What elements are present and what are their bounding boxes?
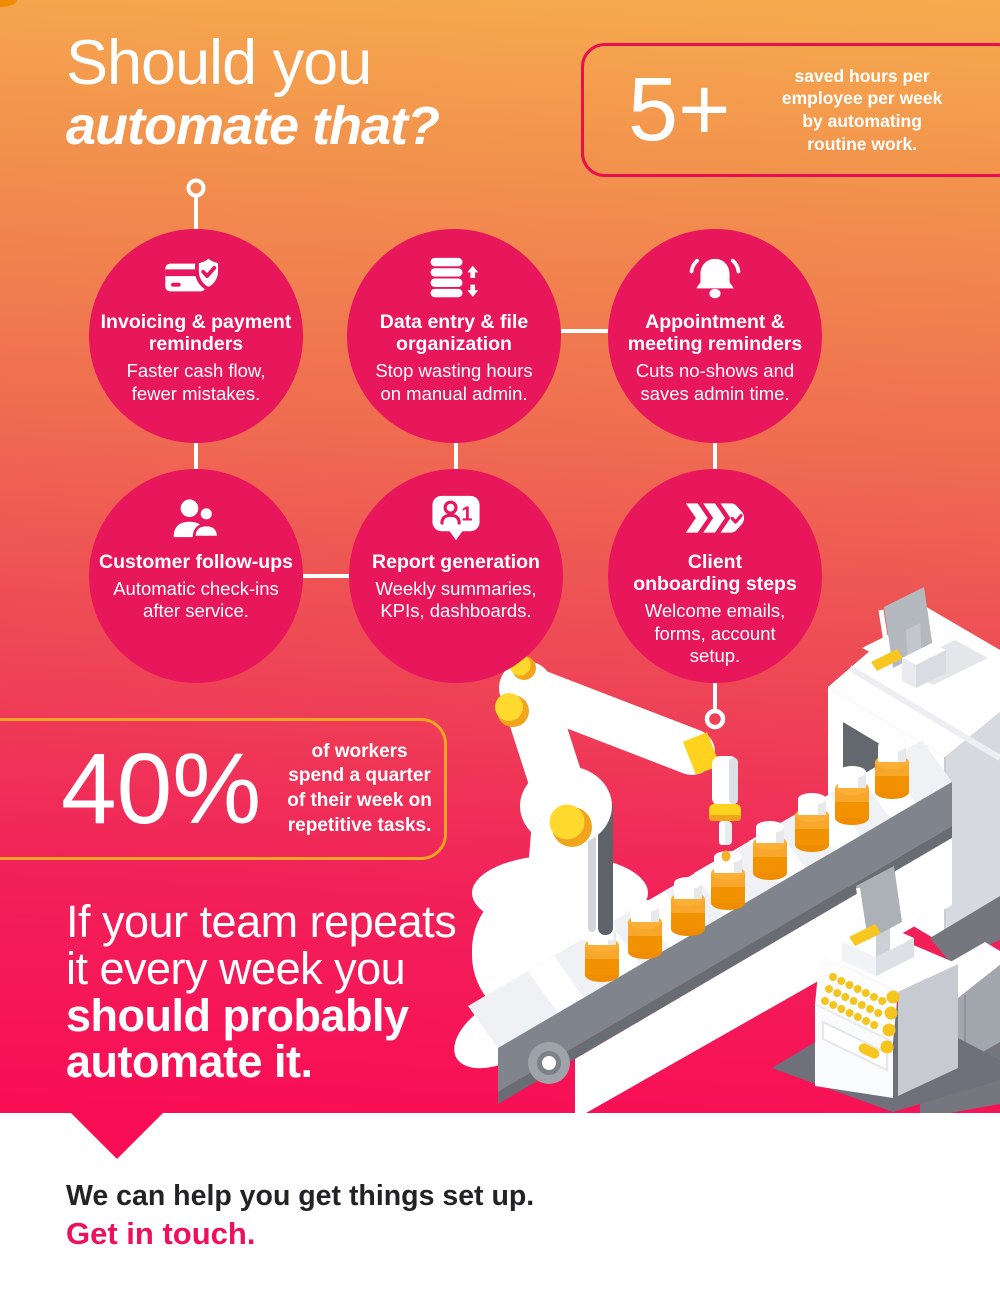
title-bold: automate that? [66,96,440,157]
statement-light: If your team repeats it every week you [66,896,457,994]
bubble-desc: Weekly summaries, KPIs, dashboards. [375,578,537,622]
bubble-desc: Cuts no-shows and saves admin time. [635,360,795,404]
stat-box-saved-hours: 5+ saved hours per employee per week by … [581,43,1000,177]
bubble-reports: 1 Report generation Weekly summaries, KP… [349,469,563,683]
card-shield-check-icon [165,250,227,306]
stat-value: 40% [61,733,262,845]
speech-tail [70,1112,164,1159]
bubble-appointments: Appointment & meeting reminders Cuts no-… [608,229,822,443]
bubble-follow-ups: Customer follow-ups Automatic check-ins … [89,469,303,683]
stat-box-repetitive-tasks: 40% of workers spend a quarter of their … [0,718,447,860]
statement: If your team repeats it every week you s… [66,896,457,1088]
title-light: Should you [66,28,372,98]
bubble-desc: Welcome emails, forms, account setup. [644,600,786,666]
bubble-title: Data entry & file organization [379,311,529,356]
bubble-onboarding: Client onboarding steps Welcome emails, … [608,469,822,683]
bubble-desc: Faster cash flow, fewer mistakes. [126,360,266,404]
bubble-invoicing: Invoicing & payment reminders Faster cas… [89,229,303,443]
svg-text:1: 1 [461,503,472,525]
stat-label: of workers spend a quarter of their week… [287,740,432,836]
statement-bold: should probably automate it. [66,989,409,1088]
bubble-data-entry: Data entry & file organization Stop wast… [347,229,561,443]
bubble-title: Appointment & meeting reminders [627,311,803,356]
footer-text: We can help you get things set up. [66,1180,535,1212]
bubble-title: Report generation [372,551,540,573]
mention-badge-icon: 1 [427,490,485,546]
bubble-title: Invoicing & payment reminders [100,311,292,356]
page-title: Should you automate that? [66,28,440,157]
bubble-title: Client onboarding steps [633,551,797,596]
get-in-touch-link[interactable]: Get in touch. [66,1216,256,1251]
stat-value: 5+ [628,60,731,160]
database-sync-icon [424,250,484,306]
bubble-desc: Automatic check-ins after service. [113,578,279,622]
bell-icon [685,250,745,306]
bubble-desc: Stop wasting hours on manual admin. [375,360,533,404]
people-icon [166,490,226,546]
stat-label: saved hours per employee per week by aut… [781,65,943,154]
bubble-title: Customer follow-ups [99,551,293,573]
chevron-steps-icon [684,490,746,546]
